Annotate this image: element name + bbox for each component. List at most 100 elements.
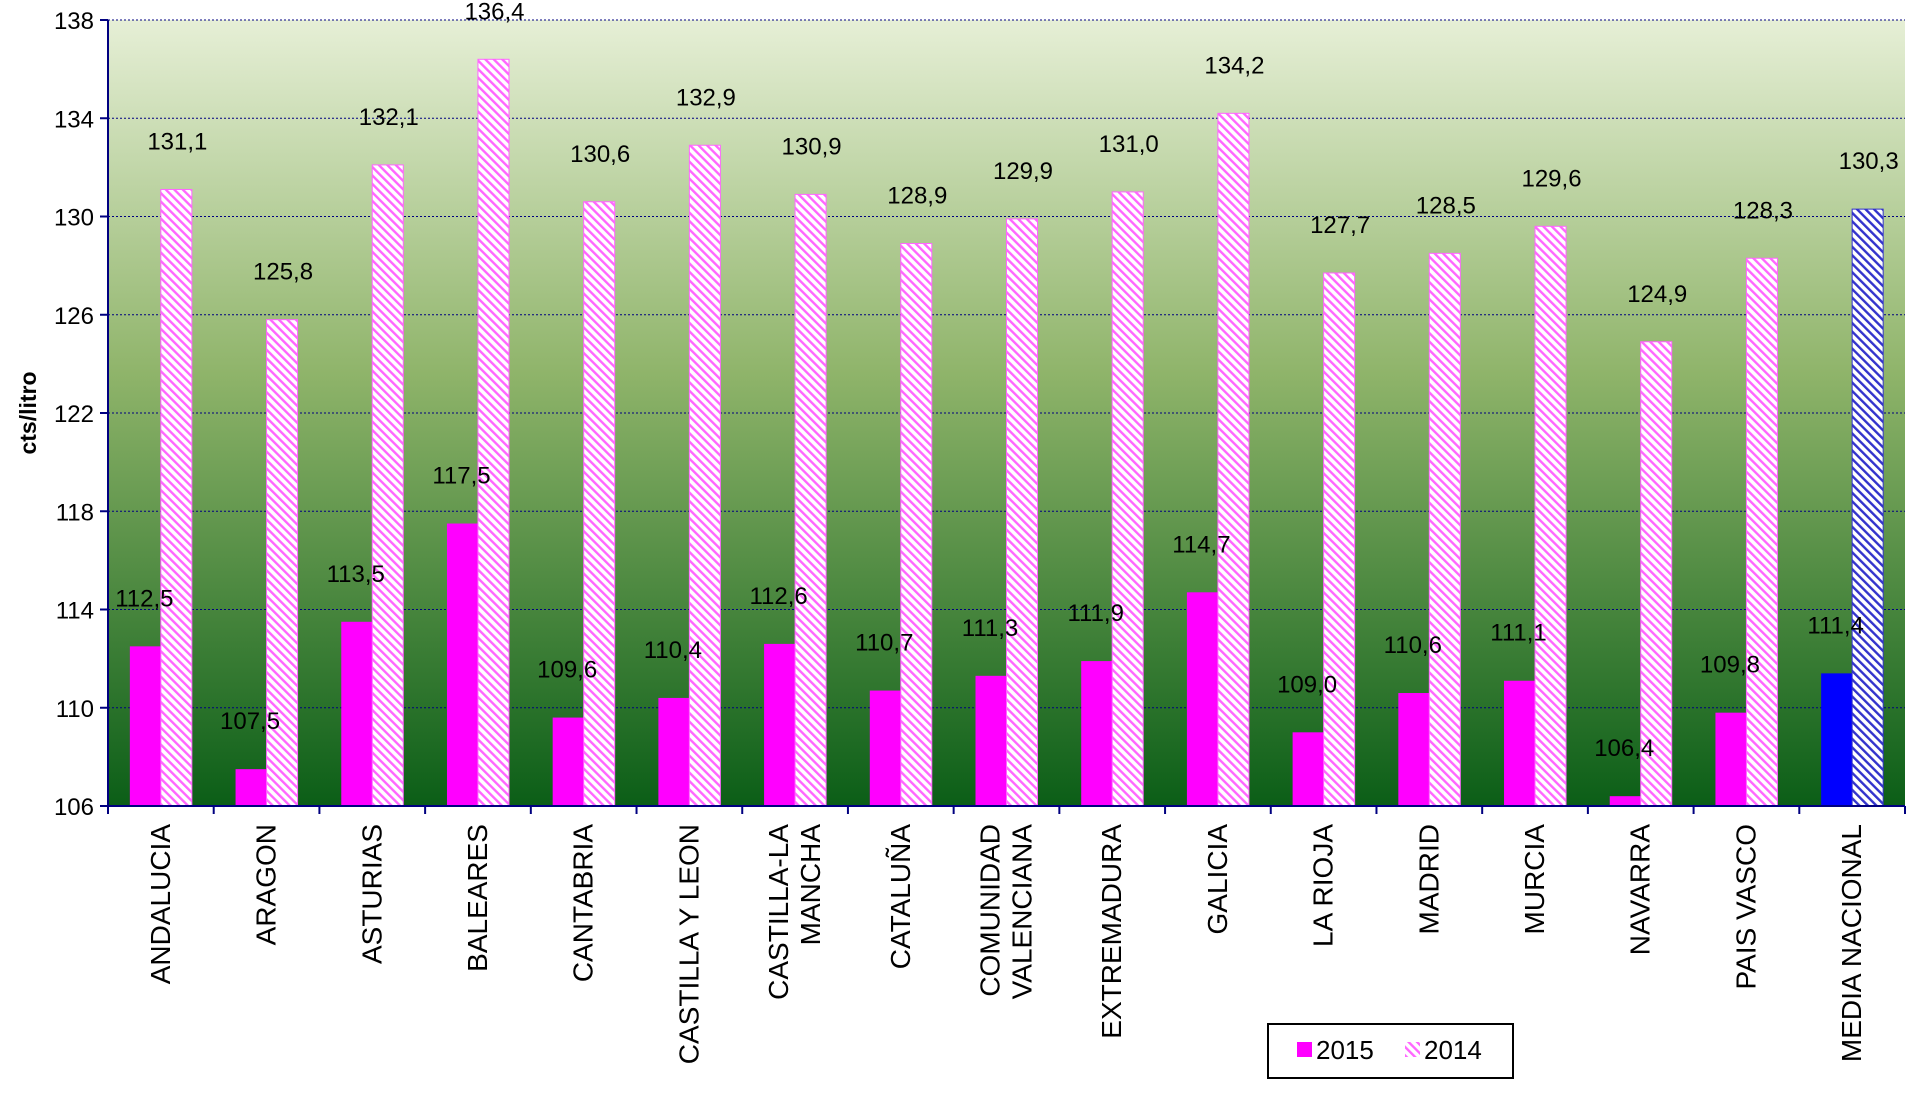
bar-2014 [1111,191,1144,807]
x-tick-label: MURCIA [1519,824,1550,935]
bar-2015 [975,675,1007,806]
data-label-2015: 110,6 [1384,632,1442,659]
data-label-2015: 107,5 [220,708,280,735]
bar-2014 [1006,218,1038,807]
x-tick-label-line: ARAGON [251,824,282,945]
bar-2015 [1715,712,1747,806]
x-tick-label: MADRID [1413,824,1444,934]
data-label-2015: 112,5 [115,585,173,612]
x-tick-label: CANTABRIA [568,824,599,982]
data-label-2014: 130,3 [1839,148,1899,175]
bar-2015 [129,646,161,806]
x-tick-label-line: GALICIA [1202,824,1233,935]
y-tick-label: 130 [54,205,94,232]
bar-2014 [477,58,510,807]
data-label-2015: 111,4 [1807,612,1864,639]
x-tick-label: ARAGON [251,824,282,945]
gridlines [108,19,1905,709]
x-tick-label-line: BALEARES [462,824,493,972]
x-tick-label: PAIS VASCO [1730,824,1761,989]
bar-2015 [869,690,901,806]
bar-2014 [900,243,933,807]
x-tick-label-line: CASTILLA Y LEON [673,824,704,1064]
y-tick-label: 114 [56,598,94,625]
data-label-2015: 106,4 [1594,735,1654,762]
bar-2014 [1217,112,1250,807]
bar-2014 [1534,225,1567,807]
bar-2015 [764,643,796,806]
legend-swatch-2014 [1405,1042,1420,1057]
bar-2015 [552,717,584,806]
data-label-2014: 129,6 [1521,165,1581,192]
data-label-2014: 127,7 [1310,212,1370,239]
data-label-2014: 132,1 [359,104,419,131]
data-label-2015: 111,9 [1067,600,1124,627]
bar-2014 [371,164,404,807]
bar-2015 [1186,592,1218,806]
legend-label-2014: 2014 [1424,1035,1482,1065]
bar-2014 [583,201,616,807]
bar-2014 [1745,257,1778,807]
y-axis-label: cts/litro [15,371,41,454]
bar-2014 [1851,208,1884,807]
legend: 2015 2014 [1267,1023,1514,1079]
y-tick-label: 126 [54,303,94,330]
data-labels: 112,5 131,1 107,5 125,8 113,5 132,1 117,5 136,4… [115,0,1898,762]
data-label-2015: 109,8 [1700,652,1760,679]
bar-2015 [341,621,373,806]
x-tick-label: CASTILLA-LA MANCHA [763,824,826,1000]
x-tick-label-line: VALENCIANA [1007,824,1038,1000]
data-label-2015: 113,5 [327,561,385,588]
data-label-2014: 131,0 [1099,131,1159,158]
x-tick-label: MEDIA NACIONAL [1836,824,1867,1062]
bar-2014 [1640,341,1673,807]
x-tick-label-line: COMUNIDAD [975,824,1006,997]
bar-2015 [235,769,267,806]
legend-swatch-2015 [1297,1042,1312,1057]
x-tick-label-line: MURCIA [1519,824,1550,935]
x-tick-label: COMUNIDAD VALENCIANA [975,824,1038,1000]
y-tick-label: 110 [56,696,94,723]
y-tick-label: 134 [54,106,94,133]
bars [129,58,1884,807]
bar-2015 [1081,661,1113,806]
bar-2015 [1504,680,1536,806]
x-tick-label-line: ANDALUCIA [145,824,176,985]
data-label-2015: 110,7 [855,630,913,657]
x-tick-label-line: MADRID [1413,824,1444,934]
bar-2014 [160,188,193,807]
y-tick-label: 118 [56,499,94,526]
x-tick-label: NAVARRA [1625,824,1656,956]
bar-2015 [1292,732,1324,806]
data-label-2014: 128,5 [1416,192,1476,219]
data-label-2014: 136,4 [464,0,524,25]
data-label-2015: 109,0 [1277,671,1337,698]
x-tick-labels: ANDALUCIA ARAGON ASTURIAS BALEARES CANTABRIA… [145,824,1867,1065]
data-label-2015: 111,1 [1490,620,1547,647]
x-tick-label-line: EXTREMADURA [1096,824,1127,1039]
bar-2014 [1428,252,1461,807]
axes [100,19,1906,814]
bar-2014 [688,144,721,807]
data-label-2014: 125,8 [253,259,313,286]
data-label-2015: 112,6 [749,583,807,610]
data-label-2014: 131,1 [147,128,207,155]
x-tick-label-line: MEDIA NACIONAL [1836,824,1867,1062]
x-tick-label-line: CASTILLA-LA [763,824,794,1000]
bar-2014 [794,193,827,807]
x-tick-label: ANDALUCIA [145,824,176,985]
data-label-2015: 114,7 [1172,531,1230,558]
data-label-2014: 130,6 [570,141,630,168]
data-label-2015: 109,6 [537,657,597,684]
bar-2015 [1609,796,1641,806]
data-label-2014: 124,9 [1627,281,1687,308]
bar-2015 [446,523,478,806]
data-label-2014: 128,9 [887,183,947,210]
x-tick-label: CASTILLA Y LEON [673,824,704,1064]
x-tick-label-line: PAIS VASCO [1730,824,1761,989]
legend-label-2015: 2015 [1316,1035,1374,1065]
data-label-2014: 134,2 [1204,52,1264,79]
data-label-2015: 111,3 [962,615,1019,642]
